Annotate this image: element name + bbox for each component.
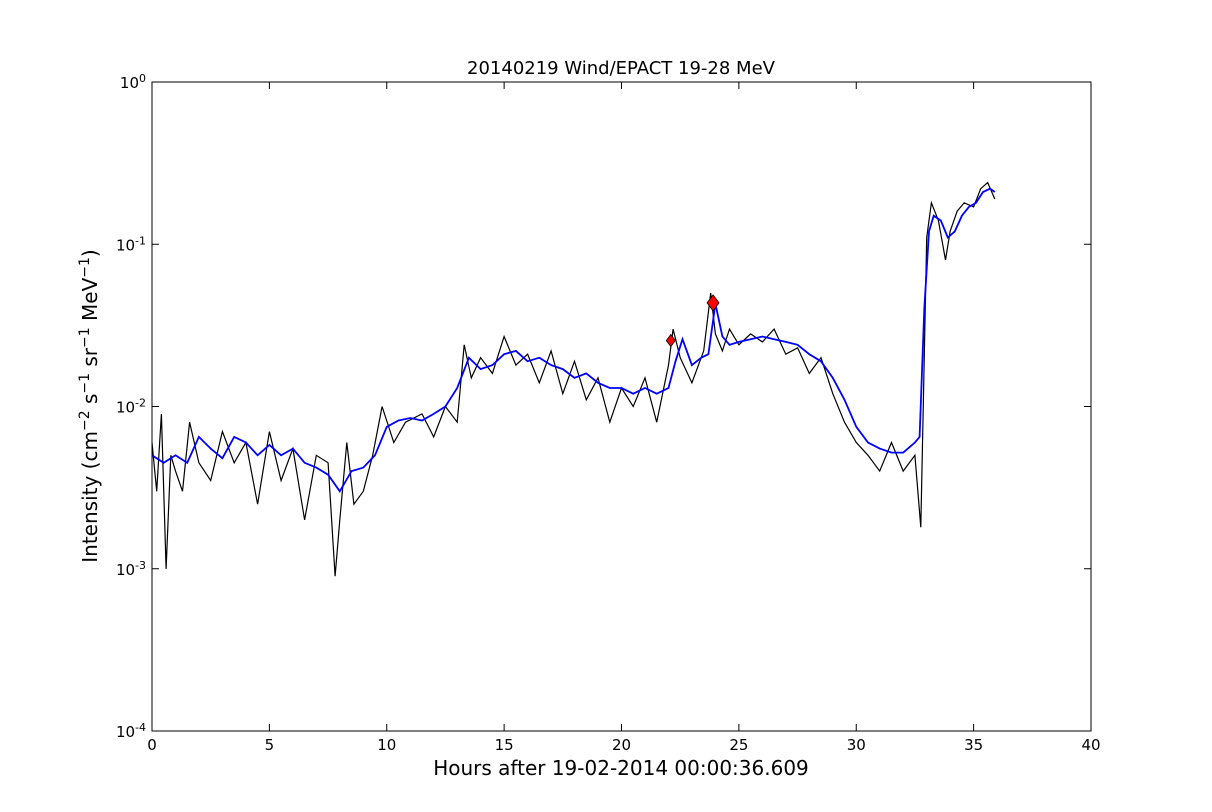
series-line-1 xyxy=(152,181,996,577)
x-tick-label: 15 xyxy=(495,736,514,754)
peak-marker-2 xyxy=(706,294,720,312)
chart-title: 20140219 Wind/EPACT 19-28 MeV xyxy=(467,58,776,79)
x-tick-label: 10 xyxy=(377,736,396,754)
x-tick-label: 35 xyxy=(964,736,983,754)
x-tick-label: 30 xyxy=(847,736,866,754)
x-tick-label: 0 xyxy=(147,736,157,754)
y-tick-label: 10-2 xyxy=(116,396,146,417)
y-ticks: 100 10-1 10-2 10-3 10-4 xyxy=(116,72,1091,742)
y-tick-label: 10-3 xyxy=(116,558,146,579)
x-tick-label: 5 xyxy=(265,736,275,754)
x-ticks: 0 5 10 15 20 25 30 35 40 xyxy=(147,82,1101,754)
plot-area xyxy=(152,181,996,577)
peak-marker-1 xyxy=(665,333,676,348)
x-tick-label: 25 xyxy=(729,736,748,754)
x-axis-label: Hours after 19-02-2014 00:00:36.609 xyxy=(433,756,809,780)
x-tick-label: 40 xyxy=(1081,736,1100,754)
y-axis-label: Intensity (cm−2 s−1 sr−1 MeV−1) xyxy=(77,249,102,562)
x-tick-label: 20 xyxy=(612,736,631,754)
series-line-2 xyxy=(152,187,996,493)
plot-frame xyxy=(151,81,1092,732)
y-tick-label: 100 xyxy=(120,72,146,93)
y-tick-label: 10-4 xyxy=(116,721,146,742)
y-tick-label: 10-1 xyxy=(116,234,146,255)
